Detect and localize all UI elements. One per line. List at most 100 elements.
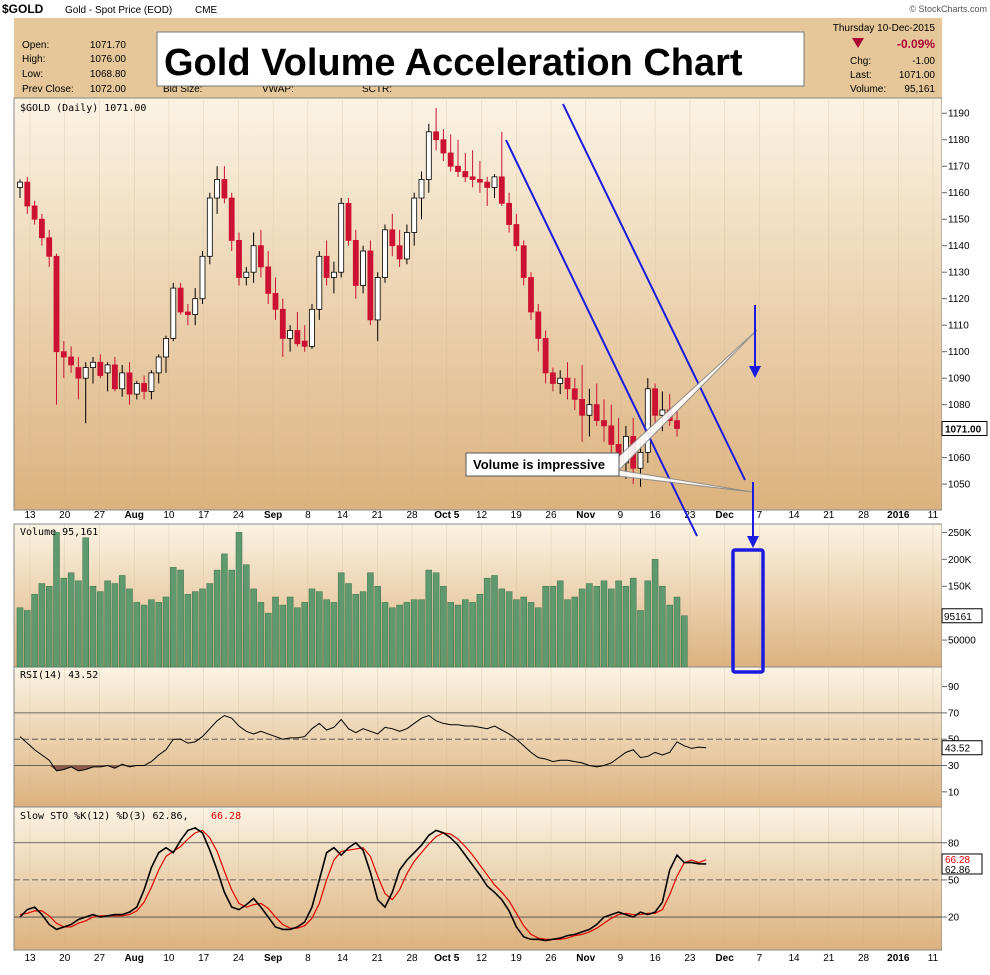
x-axis-label: 21: [823, 510, 835, 521]
right-axis-gutter: [942, 98, 990, 950]
candle-body: [425, 131, 432, 180]
candle-body: [367, 250, 374, 321]
volume-bar: [483, 577, 491, 668]
trend-line-lower: [505, 139, 698, 537]
candle-body: [411, 197, 418, 233]
volume-bar: [666, 604, 673, 668]
volume-bar: [681, 615, 688, 668]
volume-bar: [432, 572, 440, 668]
volume-bar: [257, 602, 265, 668]
rsi-axis-label: 50: [948, 735, 960, 746]
volume-bar: [505, 591, 513, 668]
volume-bar: [162, 596, 170, 668]
volume-label: Volume:: [850, 84, 886, 95]
volume-bar: [403, 602, 411, 668]
volume-bars: [16, 532, 688, 668]
sctr-label: SCTR:: [362, 84, 392, 95]
candle-body: [323, 255, 330, 278]
candle-body: [214, 179, 221, 199]
candle-body: [528, 277, 534, 313]
bid-size-label: Bid Size:: [163, 84, 202, 95]
x-axis-label: 14: [337, 510, 349, 521]
change-pct: -0.09%: [897, 37, 935, 51]
volume-bar: [243, 564, 250, 668]
volume-highlight-box: [731, 548, 765, 674]
price-axis-label: 1050: [948, 480, 971, 491]
candle-body: [309, 308, 315, 347]
price-axis-label: 1190: [948, 109, 970, 120]
stochastic-axis-label: 50: [948, 875, 960, 886]
volume-bar: [199, 588, 206, 668]
candle-body: [608, 425, 615, 445]
candle-body: [330, 271, 337, 278]
volume-bar: [564, 599, 571, 668]
volume-bar: [170, 567, 177, 668]
x-axis-label: 21: [372, 953, 384, 964]
candle-body: [287, 330, 294, 339]
volume-bar: [673, 596, 681, 668]
x-axis-label: 19: [511, 510, 523, 521]
candle-body: [294, 330, 301, 345]
last-volume-label: 95161: [944, 612, 972, 623]
volume-bar: [111, 583, 119, 668]
volume-bar: [615, 580, 622, 668]
last-price-label: 1071.00: [945, 425, 982, 436]
down-triangle-icon: [852, 38, 864, 48]
arrow-down-icon-top: [749, 366, 761, 378]
volume-bar: [279, 604, 287, 668]
x-axis-label: 28: [858, 953, 870, 964]
rsi-axis-label: 10: [948, 787, 960, 798]
candle-body: [374, 277, 381, 321]
candle-body: [257, 245, 264, 268]
candle-body: [652, 388, 658, 416]
last-stochastic-marker: [941, 853, 983, 875]
volume-bar: [213, 569, 221, 668]
candle-body: [476, 179, 483, 183]
price-axis-label: 1150: [948, 215, 970, 226]
candle-body: [39, 218, 45, 239]
x-axis-label: Aug: [124, 510, 143, 521]
candle-body: [360, 250, 367, 286]
volume-bar: [177, 569, 184, 668]
x-axis-label: Dec: [715, 953, 734, 964]
candle-body: [184, 311, 191, 315]
volume-bar: [221, 553, 228, 668]
prev-close-label: Prev Close:: [22, 84, 74, 95]
volume-bar: [491, 575, 498, 668]
candle-body: [433, 131, 440, 141]
x-axis-label: 24: [233, 510, 245, 521]
low-label: Low:: [22, 69, 43, 80]
last-price-marker: [941, 421, 988, 437]
candle-body: [192, 298, 199, 315]
candle-body: [177, 287, 184, 313]
volume-bar: [476, 594, 484, 668]
volume-bar: [82, 537, 89, 668]
price-axis-label: 1060: [948, 453, 971, 464]
volume-bar: [651, 559, 659, 668]
volume-bar: [148, 599, 155, 668]
stochastic-legend-d: 66.28: [211, 811, 241, 822]
x-axis-label: 16: [650, 953, 662, 964]
candle-body: [586, 404, 593, 416]
x-axis-label: Aug: [124, 953, 143, 964]
rsi-oversold-fill: [20, 765, 707, 771]
volume-bar: [367, 572, 374, 668]
candle-body: [389, 229, 396, 247]
price-axis-label: 1120: [948, 294, 970, 305]
rsi-line: [19, 714, 707, 772]
volume-bar: [520, 596, 527, 668]
volume-bar: [418, 599, 425, 668]
candle-body: [403, 232, 410, 260]
low-value: 1068.80: [90, 69, 127, 80]
candle-body: [382, 229, 388, 278]
volume-bar: [345, 583, 352, 668]
candle-body: [119, 372, 126, 390]
volume-bar: [104, 580, 111, 668]
x-axis-label: 2016: [887, 510, 910, 521]
candle-body: [455, 165, 461, 172]
candle-body: [550, 372, 556, 384]
x-axis-label: 21: [372, 510, 384, 521]
description-label: Gold - Spot Price (EOD): [65, 5, 172, 16]
volume-axis-label: 200K: [948, 555, 972, 566]
